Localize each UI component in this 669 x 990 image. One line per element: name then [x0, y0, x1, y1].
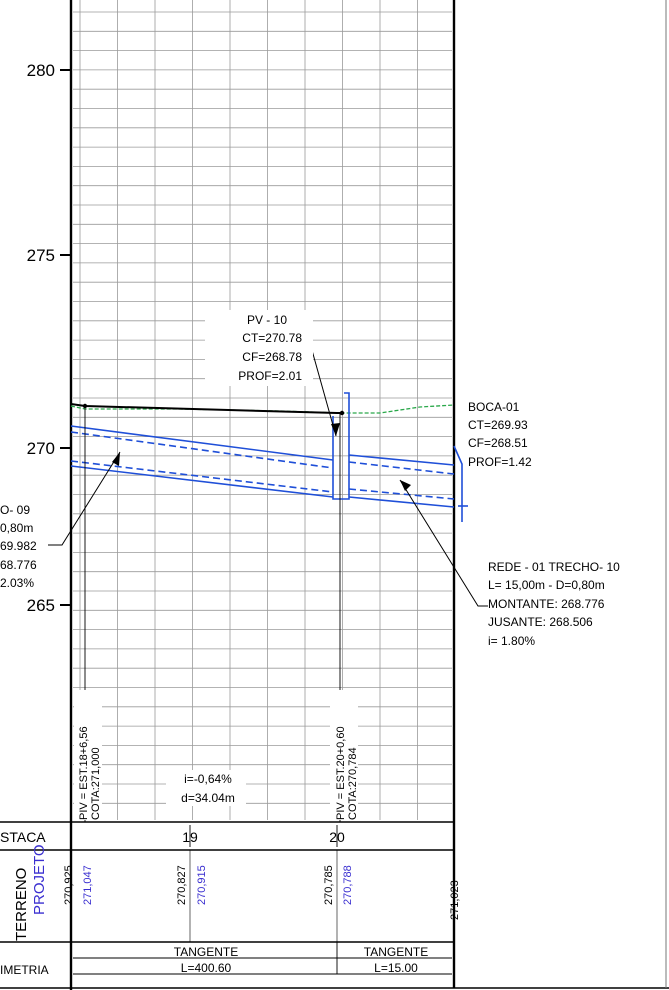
- piv-right-bg: [330, 690, 358, 820]
- trecho09-line5: 2.03%: [0, 576, 34, 590]
- terreno-label: TERRENO: [13, 868, 30, 941]
- profile-grid: [73, 0, 452, 820]
- trecho09-line1: O- 09: [0, 503, 30, 517]
- piv-marker-right: [339, 410, 345, 416]
- piv-left-bg: [74, 690, 102, 820]
- segment-1-length: L=400.60: [181, 961, 232, 975]
- terreno-value-1: 270,925: [63, 865, 75, 905]
- boca01-prof: PROF=1.42: [468, 455, 532, 469]
- pv10-cf: CF=268.78: [242, 350, 302, 364]
- segment-2-name: TANGENTE: [364, 945, 428, 959]
- station-20: 20: [329, 829, 345, 845]
- pv10-label-bg: [205, 310, 313, 386]
- slope-d: d=34.04m: [181, 791, 235, 805]
- piv-left-est: PIV = EST.18+6,56: [78, 726, 90, 820]
- trecho10-line2: L= 15,00m - D=0,80m: [488, 578, 605, 592]
- estaca-label: STACA: [0, 829, 46, 845]
- boca01-ct: CT=269.93: [468, 418, 528, 432]
- manhole-pv10: [332, 392, 350, 500]
- piv-right-cota: COTA:270,784: [347, 747, 359, 820]
- y-axis: [60, 69, 71, 606]
- terreno-value-2: 270,827: [176, 865, 188, 905]
- arrow-trecho09: [112, 452, 120, 466]
- station-19: 19: [182, 829, 198, 845]
- terreno-value-4: 271,023: [449, 880, 461, 920]
- trecho10-line1: REDE - 01 TRECHO- 10: [488, 560, 620, 574]
- y-tick-265: 265: [27, 596, 55, 615]
- pv10-prof: PROF=2.01: [238, 369, 302, 383]
- y-tick-270: 270: [27, 439, 55, 458]
- segment-2-length: L=15.00: [374, 961, 418, 975]
- arrow-trecho10: [400, 480, 411, 491]
- trecho09-line2: 0,80m: [0, 521, 33, 535]
- pv10-title: PV - 10: [247, 313, 287, 327]
- trecho10-line3: MONTANTE: 268.776: [488, 597, 605, 611]
- segment-1-name: TANGENTE: [174, 945, 238, 959]
- trecho10-line4: JUSANTE: 268.506: [488, 615, 593, 629]
- projeto-value-2: 270,915: [196, 865, 208, 905]
- projeto-value-1: 271,047: [82, 865, 94, 905]
- trecho09-line4: 68.776: [0, 558, 37, 572]
- boca01-title: BOCA-01: [468, 400, 520, 414]
- trecho10-line5: i= 1.80%: [488, 634, 535, 648]
- arrow-pv10: [331, 423, 340, 436]
- project-ground-line: [70, 403, 342, 414]
- y-tick-280: 280: [27, 61, 55, 80]
- boca01-cf: CF=268.51: [468, 436, 528, 450]
- slope-i: i=-0,64%: [184, 772, 232, 786]
- piv-left-cota: COTA:271,000: [90, 747, 102, 820]
- trecho09-label-bg: [0, 500, 47, 594]
- piv-right-est: PIV = EST.20+0,60: [335, 726, 347, 820]
- slope-label-bg: [166, 770, 246, 806]
- pipe-network: [70, 425, 468, 522]
- terrain-line: [70, 404, 455, 414]
- projeto-value-3: 270,788: [342, 865, 354, 905]
- pv10-ct: CT=270.78: [242, 331, 302, 345]
- planimetria-label: IMETRIA: [0, 963, 49, 977]
- terreno-value-3: 270,785: [323, 865, 335, 905]
- y-tick-275: 275: [27, 246, 55, 265]
- projeto-label: PROJETO: [31, 844, 48, 915]
- trecho09-line3: 69.982: [0, 539, 37, 553]
